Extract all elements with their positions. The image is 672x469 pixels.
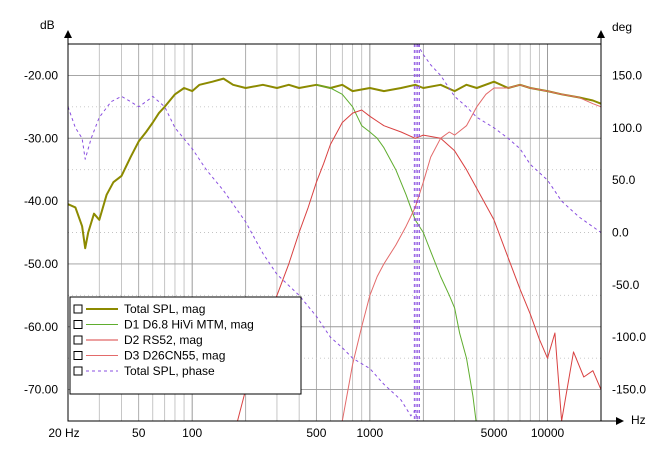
- x-tick-label: 5000: [481, 426, 508, 440]
- x-tick-label: 50: [132, 426, 146, 440]
- legend-label: D3 D26CN55, mag: [124, 349, 225, 363]
- x-tick-label: 1000: [356, 426, 383, 440]
- y-right-axis-label: deg: [612, 20, 632, 34]
- legend-checkbox[interactable]: [73, 335, 83, 345]
- y-right-tick-label: 100.0: [612, 121, 642, 135]
- x-tick-label: 500: [306, 426, 326, 440]
- y-left-tick-label: -30.00: [24, 131, 58, 145]
- y-left-tick-label: -20.00: [24, 68, 58, 82]
- legend-label: Total SPL, mag: [124, 302, 205, 316]
- y-right-axis-arrowhead: [597, 30, 605, 38]
- y-left-tick-label: -70.00: [24, 383, 58, 397]
- legend-checkbox[interactable]: [73, 304, 83, 314]
- series-layer: [68, 44, 601, 421]
- legend-label: D2 RS52, mag: [124, 333, 203, 347]
- legend-checkbox[interactable]: [73, 351, 83, 360]
- legend-label: D1 D6.8 HiVi MTM, mag: [124, 318, 254, 332]
- y-left-tick-label: -60.00: [24, 320, 58, 334]
- x-tick-label: 20 Hz: [48, 426, 79, 440]
- legend-checkbox[interactable]: [73, 320, 83, 329]
- legend-label: Total SPL, phase: [124, 364, 215, 378]
- legend-checkbox[interactable]: [73, 366, 83, 376]
- series-line-2: [316, 84, 477, 421]
- y-right-tick-label: -100.0: [612, 330, 646, 344]
- series-line-3: [237, 109, 601, 421]
- series-line-5: [416, 44, 601, 233]
- legend-box: [69, 296, 302, 395]
- tick-labels: 20 Hz 50 100 500 1000 5000 10000 -20.00 -30.00 -4…: [24, 68, 646, 440]
- y-right-tick-label: -150.0: [612, 383, 646, 397]
- y-left-tick-label: -50.00: [24, 257, 58, 271]
- x-tick-label: 100: [182, 426, 202, 440]
- series-line-5: [68, 95, 418, 421]
- y-right-tick-label: 0.0: [612, 226, 629, 240]
- y-left-tick-label: -40.00: [24, 194, 58, 208]
- series-line-1: [68, 77, 601, 250]
- y-right-tick-label: 50.0: [612, 173, 636, 187]
- y-left-axis-label: dB: [40, 18, 55, 32]
- y-right-tick-label: -50.0: [612, 278, 640, 292]
- x-tick-label: 10000: [531, 426, 565, 440]
- y-left-axis-arrowhead: [64, 30, 72, 38]
- plot-frame: [67, 43, 602, 422]
- series-line-4: [341, 84, 601, 421]
- x-axis-arrowhead: [616, 417, 624, 425]
- y-right-tick-label: 150.0: [612, 68, 642, 82]
- axes: [64, 30, 624, 425]
- x-axis-label: Hz: [631, 413, 646, 427]
